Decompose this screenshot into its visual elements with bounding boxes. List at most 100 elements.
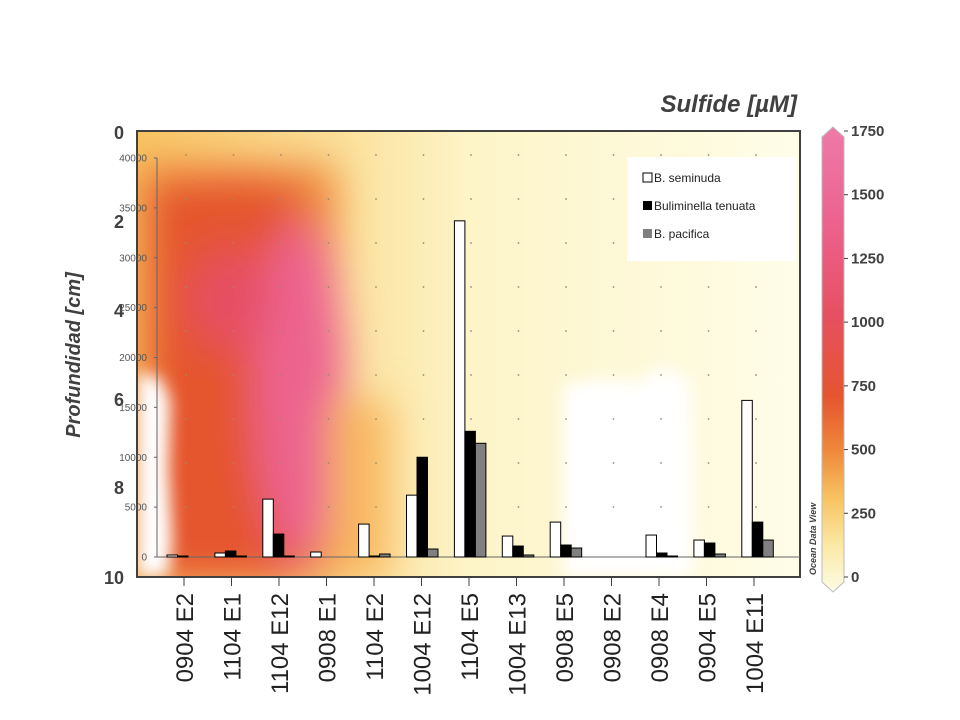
bar bbox=[474, 442, 487, 558]
grid-point bbox=[803, 286, 805, 288]
grid-point bbox=[280, 242, 282, 244]
depth-tick-label: 8 bbox=[114, 478, 124, 498]
station-label: 0904 E2 bbox=[172, 593, 199, 682]
colorbar-tick-label: 1000 bbox=[851, 314, 884, 331]
colorbar-tick-label: 1250 bbox=[851, 250, 884, 267]
station-label: 1104 E5 bbox=[457, 593, 484, 681]
grid-point bbox=[612, 330, 615, 332]
grid-point bbox=[280, 330, 282, 332]
bar bbox=[262, 498, 274, 558]
colorbar-tick-label: 1750 bbox=[851, 123, 884, 140]
grid-point bbox=[612, 154, 615, 156]
grid-point bbox=[375, 286, 377, 288]
colorbar-tick-label: 750 bbox=[851, 378, 876, 395]
grid-point bbox=[232, 198, 235, 200]
grid-point bbox=[565, 462, 567, 464]
legend-label: Buliminella tenuata bbox=[654, 199, 756, 213]
grid-point bbox=[232, 374, 235, 376]
grid-point bbox=[422, 198, 425, 200]
grid-point bbox=[185, 418, 187, 420]
bar bbox=[741, 399, 753, 558]
grid-point bbox=[803, 418, 805, 420]
bar bbox=[310, 551, 322, 558]
grid-point bbox=[375, 242, 377, 244]
grid-point bbox=[517, 242, 520, 244]
legend-swatch bbox=[643, 201, 652, 210]
grid-point bbox=[707, 506, 710, 508]
grid-point bbox=[232, 330, 235, 332]
grid-point bbox=[185, 198, 187, 200]
grid-point bbox=[232, 462, 235, 464]
bar bbox=[379, 553, 391, 558]
grid-point bbox=[327, 462, 330, 464]
count-tick-label: 30000 bbox=[119, 253, 147, 264]
station-label: 1004 E13 bbox=[505, 593, 532, 696]
station-label: 1004 E12 bbox=[410, 593, 437, 696]
grid-point bbox=[375, 154, 377, 156]
station-label: 1104 E2 bbox=[362, 593, 389, 681]
grid-point bbox=[565, 418, 567, 420]
station-label: 0908 E5 bbox=[552, 593, 579, 682]
grid-point bbox=[327, 506, 330, 508]
bar bbox=[512, 545, 524, 558]
bar bbox=[762, 539, 774, 558]
bar bbox=[666, 555, 678, 558]
grid-point bbox=[707, 462, 710, 464]
grid-point bbox=[422, 374, 425, 376]
bar bbox=[272, 533, 285, 558]
grid-point bbox=[565, 198, 567, 200]
bar bbox=[570, 547, 583, 558]
grid-point bbox=[470, 198, 472, 200]
grid-point bbox=[660, 330, 662, 332]
grid-point bbox=[185, 154, 187, 156]
grid-point bbox=[565, 286, 567, 288]
colorbar-tick-label: 250 bbox=[851, 505, 876, 522]
count-tick-label: 25000 bbox=[119, 303, 147, 314]
bar bbox=[703, 542, 716, 558]
bar bbox=[358, 523, 370, 558]
grid-point bbox=[517, 418, 520, 420]
station-label: 1004 E11 bbox=[742, 593, 769, 694]
bar bbox=[560, 544, 572, 558]
ocean-data-view-label: Ocean Data View bbox=[808, 502, 818, 575]
station-label: 1104 E12 bbox=[267, 593, 294, 694]
bar bbox=[453, 220, 466, 558]
legend-label: B. pacifica bbox=[654, 227, 710, 241]
station-label: 0904 E5 bbox=[695, 593, 722, 682]
grid-point bbox=[803, 330, 805, 332]
grid-point bbox=[612, 418, 615, 420]
bar bbox=[214, 552, 226, 558]
bar bbox=[416, 456, 428, 558]
grid-point bbox=[612, 286, 615, 288]
grid-point bbox=[327, 242, 330, 244]
grid-point bbox=[375, 198, 377, 200]
station-label: 1104 E1 bbox=[220, 593, 247, 681]
bar bbox=[645, 534, 657, 558]
grid-point bbox=[612, 198, 615, 200]
bar bbox=[549, 521, 562, 558]
bar bbox=[464, 430, 476, 558]
grid-point bbox=[470, 374, 472, 376]
grid-point bbox=[660, 506, 662, 508]
grid-point bbox=[327, 374, 330, 376]
grid-point bbox=[422, 418, 425, 420]
grid-point bbox=[185, 506, 187, 508]
count-tick-label: 20000 bbox=[119, 353, 147, 364]
grid-point bbox=[232, 154, 235, 156]
grid-point bbox=[660, 462, 662, 464]
count-tick-label: 0 bbox=[141, 553, 147, 564]
grid-point bbox=[755, 330, 757, 332]
legend-swatch bbox=[642, 172, 653, 183]
grid-point bbox=[280, 374, 282, 376]
legend-swatch bbox=[643, 229, 652, 238]
grid-point bbox=[707, 374, 710, 376]
depth-tick-label: 10 bbox=[104, 568, 124, 588]
grid-point bbox=[660, 374, 662, 376]
colorbar-shape bbox=[821, 126, 845, 593]
grid-point bbox=[327, 330, 330, 332]
grid-point bbox=[755, 506, 757, 508]
grid-point bbox=[612, 462, 615, 464]
grid-point bbox=[517, 286, 520, 288]
bar bbox=[283, 555, 295, 558]
grid-point bbox=[375, 462, 377, 464]
